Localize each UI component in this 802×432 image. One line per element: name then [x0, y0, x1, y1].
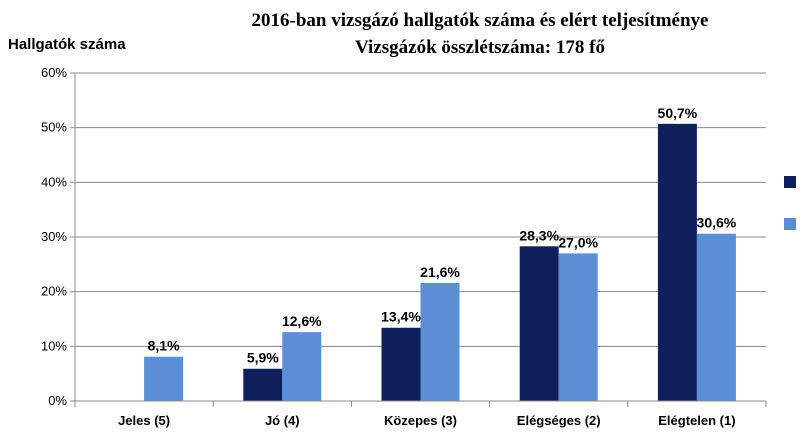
bar	[282, 332, 322, 401]
bar	[144, 356, 184, 401]
y-tick-label: 0%	[48, 393, 67, 408]
data-label: 21,6%	[420, 264, 460, 280]
bar	[420, 282, 460, 401]
data-label: 50,7%	[658, 105, 698, 121]
data-label: 12,6%	[282, 313, 322, 329]
bar	[558, 253, 598, 401]
category-labels: Jeles (5) Jó (4) Közepes (3) Elégséges (2) E…	[118, 413, 735, 428]
data-label: 5,9%	[247, 350, 279, 366]
category-label: Közepes (3)	[384, 413, 457, 428]
y-axis-label: Hallgatók száma	[8, 36, 126, 53]
gridlines	[70, 72, 766, 402]
data-label: 30,6%	[697, 215, 737, 231]
data-label: 13,4%	[381, 309, 421, 325]
legend	[784, 176, 796, 230]
data-label: 27,0%	[558, 234, 598, 250]
axes	[74, 73, 767, 407]
y-tick-labels: 0% 10% 20% 30% 40% 50% 60%	[41, 65, 67, 408]
y-tick-label: 50%	[41, 120, 67, 135]
data-labels: 8,1% 5,9% 12,6% 13,4% 21,6% 28,3% 27,0% 50,7% 30…	[148, 105, 737, 366]
bars	[144, 123, 736, 401]
chart-title-line-2: Vizsgázók összlétszáma: 178 fő	[355, 37, 605, 58]
legend-swatch	[784, 176, 796, 188]
data-label: 28,3%	[519, 227, 559, 243]
bar	[381, 327, 421, 401]
bar	[519, 246, 559, 401]
bar	[696, 233, 736, 401]
y-tick-label: 60%	[41, 65, 67, 80]
data-label: 8,1%	[148, 338, 180, 354]
category-label: Elégtelen (1)	[658, 413, 735, 428]
y-tick-label: 30%	[41, 229, 67, 244]
chart-title-line-1: 2016-ban vizsgázó hallgatók száma és elé…	[252, 10, 709, 31]
y-tick-label: 40%	[41, 174, 67, 189]
bar	[243, 368, 283, 401]
bar	[657, 123, 697, 401]
y-tick-label: 10%	[41, 338, 67, 353]
legend-swatch	[784, 218, 796, 230]
category-label: Jó (4)	[265, 413, 300, 428]
y-tick-label: 20%	[41, 284, 67, 299]
category-label: Jeles (5)	[118, 413, 170, 428]
category-label: Elégséges (2)	[517, 413, 601, 428]
